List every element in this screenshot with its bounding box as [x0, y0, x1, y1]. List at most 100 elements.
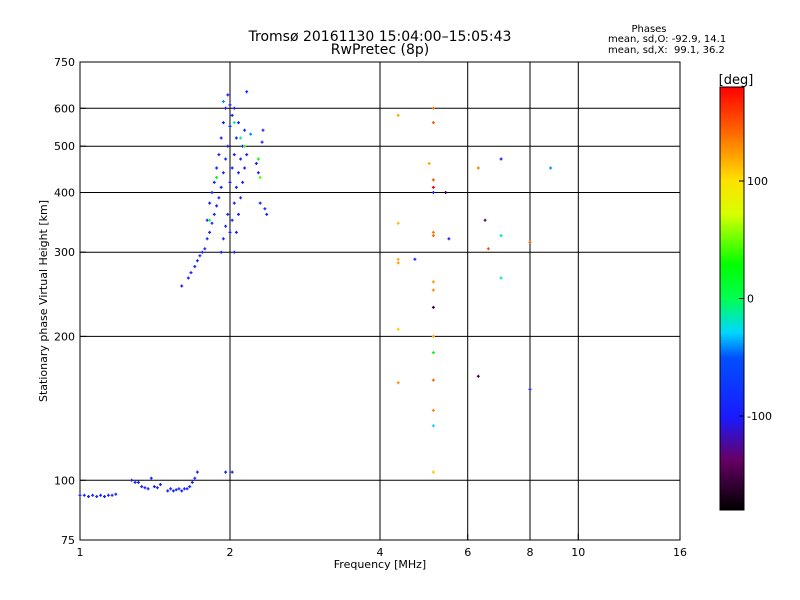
echo-point: [260, 140, 264, 144]
echo-point: [228, 230, 232, 234]
x-tick-label: 10: [571, 546, 585, 559]
y-axis-ticks: 75 100 200 300 400 500 600 750: [54, 56, 86, 547]
echo-point: [217, 196, 221, 200]
echo-point: [413, 257, 417, 261]
phase-colorbar: [deg] -100 0 100: [719, 73, 772, 511]
echo-point: [198, 254, 202, 258]
chart-title: Tromsø 20161130 15:04:00–15:05:43: [248, 29, 512, 45]
echo-point: [431, 288, 435, 292]
x-axis-ticks: 1 2 4 6 8 10 16: [77, 534, 687, 559]
echo-point: [208, 201, 212, 205]
echo-point: [444, 191, 448, 194]
echo-point: [136, 480, 140, 484]
echo-point: [228, 103, 232, 107]
echo-point: [215, 166, 219, 170]
echo-point: [193, 265, 197, 268]
echo-point: [254, 162, 258, 165]
echo-point: [234, 230, 238, 234]
echo-point: [431, 185, 435, 189]
echo-point: [234, 136, 238, 140]
echo-point: [215, 204, 219, 208]
echo-point: [528, 387, 532, 391]
echo-point: [226, 144, 230, 148]
y-tick-label: 750: [54, 56, 75, 69]
echo-point: [249, 132, 253, 136]
echo-point: [230, 166, 234, 170]
echo-point: [155, 486, 159, 490]
echo-point: [431, 178, 435, 182]
y-tick-label: 100: [54, 474, 75, 487]
echo-point: [427, 162, 431, 165]
echo-point: [140, 485, 144, 489]
echo-point: [91, 493, 95, 497]
echo-point: [245, 153, 249, 157]
echo-point: [110, 493, 114, 497]
echo-point: [528, 240, 532, 244]
echo-point: [130, 478, 134, 482]
echo-point: [232, 106, 236, 110]
chart-subtitle: RwPretec (8p): [331, 42, 429, 58]
echo-point: [212, 212, 216, 216]
echo-point: [152, 485, 156, 489]
stats-heading: Phases: [631, 24, 666, 35]
echo-point: [78, 493, 82, 497]
echo-point: [431, 424, 435, 428]
echo-point: [177, 487, 181, 491]
echo-point: [396, 261, 400, 265]
echo-point: [217, 153, 221, 157]
echo-point: [171, 489, 175, 493]
echo-point: [431, 106, 435, 110]
echo-point: [143, 486, 147, 490]
echo-point: [486, 247, 490, 251]
x-tick-label: 16: [673, 546, 687, 559]
echo-point: [103, 495, 106, 498]
echo-point: [431, 234, 435, 238]
echo-point: [431, 230, 435, 234]
y-tick-label: 300: [54, 246, 75, 259]
echo-point: [263, 207, 267, 211]
stats-o-mode: mean, sd,O: -92.9, 14.1: [608, 34, 726, 45]
echo-points: [78, 90, 553, 498]
echo-point: [476, 374, 480, 378]
echo-point: [243, 128, 247, 132]
x-axis-label: Frequency [MHz]: [334, 558, 426, 571]
echo-point: [174, 488, 178, 492]
echo-point: [232, 250, 236, 254]
echo-point: [431, 334, 435, 338]
echo-point: [431, 378, 435, 382]
echo-point: [239, 136, 243, 140]
echo-point: [239, 196, 243, 200]
echo-point: [230, 218, 234, 222]
echo-point: [431, 351, 435, 355]
echo-point: [243, 144, 247, 148]
y-tick-label: 400: [54, 187, 75, 200]
echo-point: [396, 257, 400, 261]
echo-point: [230, 470, 234, 474]
x-tick-label: 6: [464, 546, 471, 559]
echo-point: [224, 106, 228, 110]
echo-point: [158, 483, 162, 486]
x-tick-label: 2: [227, 546, 234, 559]
echo-point: [180, 489, 184, 493]
echo-point: [232, 153, 236, 157]
echo-point: [228, 180, 232, 184]
echo-point: [256, 171, 260, 175]
echo-point: [169, 487, 173, 491]
echo-point: [190, 480, 194, 484]
echo-point: [208, 218, 212, 222]
echo-point: [221, 237, 225, 241]
colorbar-ticks: -100 0 100: [739, 175, 772, 423]
echo-point: [431, 121, 435, 125]
echo-point: [195, 470, 199, 474]
echo-point: [95, 495, 99, 498]
echo-point: [237, 121, 240, 125]
echo-point: [431, 280, 435, 284]
echo-point: [447, 237, 451, 241]
echo-point: [499, 157, 503, 161]
echo-point: [166, 489, 170, 493]
echo-point: [200, 250, 204, 254]
x-tick-label: 4: [377, 546, 384, 559]
echo-point: [258, 201, 262, 205]
echo-point: [114, 492, 118, 496]
echo-point: [210, 221, 214, 225]
